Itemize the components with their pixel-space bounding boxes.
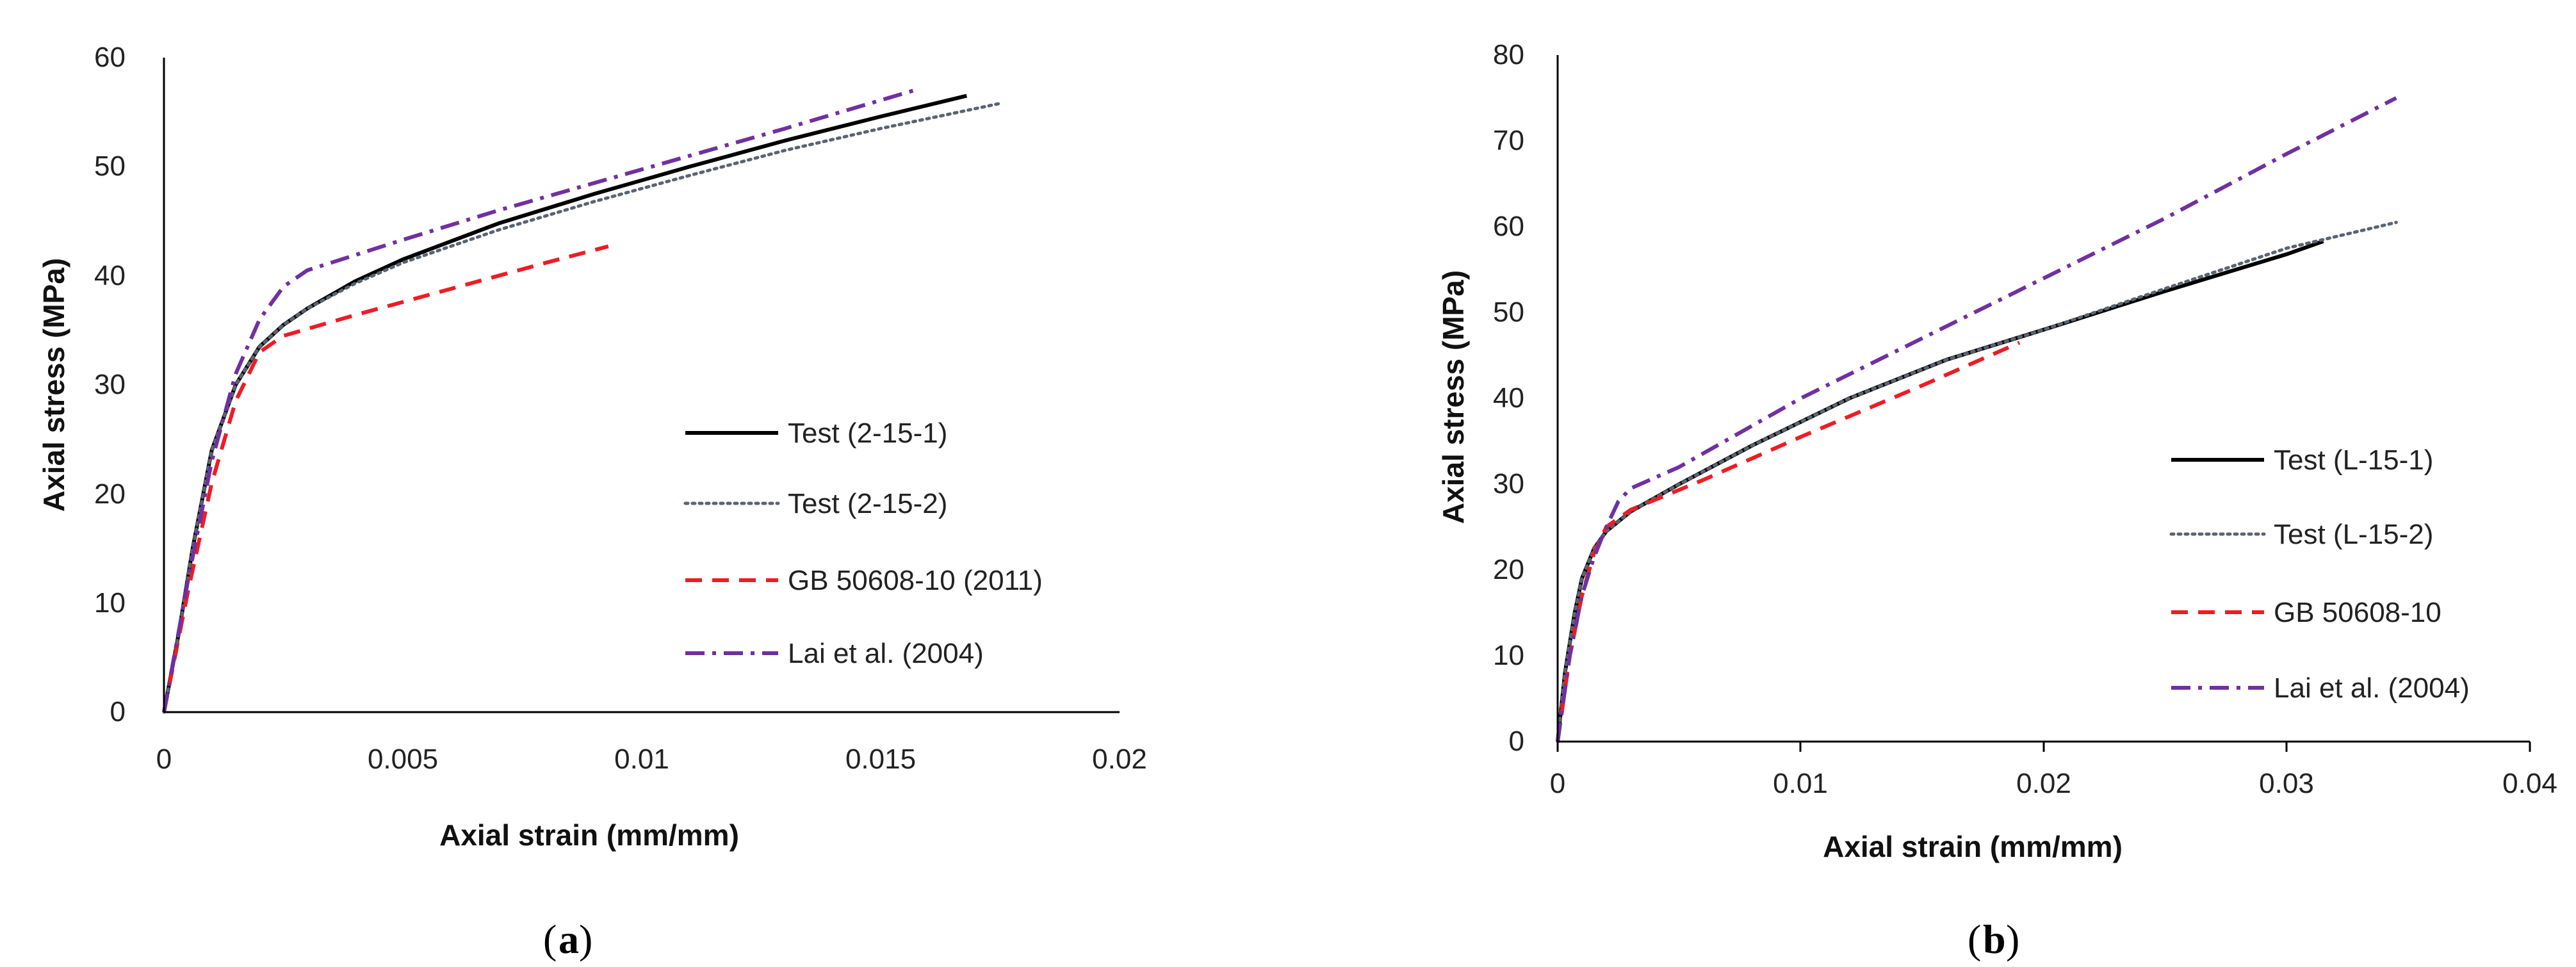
chart-a-series-gb-50608-10-2011	[162, 244, 609, 713]
chart-b-y-ticks: 0 10 20 30 40 50 60 70 80	[1493, 39, 1524, 757]
panel-caption-b: ( b )	[1968, 916, 2019, 962]
legend-label-lai-2004: Lai et al. (2004)	[788, 638, 984, 669]
caption-letter-b: b	[1983, 916, 2006, 962]
legend-label-test-2-15-1: Test (2-15-1)	[788, 418, 947, 449]
chart-b-ytick-label: 60	[1493, 211, 1524, 242]
chart-b: 0 10 20 30 40 50 60 70 80 0 0.01 0.02 0.…	[1437, 39, 2557, 962]
chart-b-series-gb-50608-10	[1556, 341, 2021, 742]
chart-b-xtick-label: 0.02	[2016, 768, 2071, 799]
chart-b-x-axis-title: Axial strain (mm/mm)	[1823, 830, 2123, 863]
chart-b-ytick-label: 70	[1493, 125, 1524, 156]
legend-label-test-2-15-2: Test (2-15-2)	[788, 488, 947, 519]
chart-a-ytick-label: 50	[94, 150, 126, 182]
chart-b-xtick-label: 0.04	[2502, 768, 2557, 799]
chart-a-ytick-label: 30	[94, 369, 126, 400]
chart-b-ytick-label: 50	[1493, 297, 1524, 328]
chart-b-series-layer	[1556, 96, 2398, 744]
chart-b-ytick-label: 80	[1493, 39, 1524, 70]
chart-b-x-ticks: 0 0.01 0.02 0.03 0.04	[1550, 768, 2557, 799]
chart-a-ytick-label: 20	[94, 478, 126, 510]
chart-a-xtick-label: 0.015	[845, 744, 916, 775]
chart-b-ytick-label: 10	[1493, 640, 1524, 671]
chart-a-x-ticks: 0 0.005 0.01 0.015 0.02	[156, 744, 1147, 775]
chart-a-x-axis-title: Axial strain (mm/mm)	[439, 818, 739, 852]
caption-close-paren: )	[579, 916, 592, 962]
chart-a-ytick-label: 60	[94, 42, 126, 73]
chart-a-series-test-2-15-1	[162, 93, 968, 713]
chart-b-x-tick-marks	[1556, 742, 2531, 752]
legend-label-gb-50608-10-2011: GB 50608-10 (2011)	[788, 565, 1043, 596]
chart-a-xtick-label: 0.005	[368, 744, 438, 775]
caption-open-paren: (	[1968, 916, 1981, 962]
chart-a-xtick-label: 0.01	[614, 744, 669, 775]
chart-a-xtick-label: 0	[156, 744, 172, 775]
chart-a: 0 10 20 30 40 50 60 0 0.005 0.01 0.015 0…	[37, 42, 1147, 962]
chart-a-ytick-label: 0	[110, 696, 126, 727]
chart-b-ytick-label: 20	[1493, 554, 1524, 585]
chart-a-legend: Test (2-15-1) Test (2-15-2) GB 50608-10 …	[683, 418, 1043, 669]
chart-a-series-lai-et-al-2004	[162, 88, 915, 713]
chart-b-y-axis-title: Axial stress (MPa)	[1437, 270, 1470, 524]
legend-label-test-l-15-1: Test (L-15-1)	[2274, 444, 2433, 476]
chart-a-series-test-2-15-2	[162, 102, 1002, 714]
legend-label-test-l-15-2: Test (L-15-2)	[2274, 519, 2433, 550]
chart-a-ytick-label: 40	[94, 260, 126, 291]
chart-b-xtick-label: 0	[1550, 768, 1565, 799]
chart-b-xtick-label: 0.01	[1773, 768, 1828, 799]
chart-a-y-axis-title: Axial stress (MPa)	[37, 258, 70, 512]
chart-a-ytick-label: 10	[94, 587, 126, 619]
chart-b-xtick-label: 0.03	[2259, 768, 2314, 799]
caption-open-paren: (	[543, 916, 557, 962]
chart-a-series-layer	[162, 88, 1002, 714]
caption-close-paren: )	[2006, 916, 2019, 962]
chart-a-y-ticks: 0 10 20 30 40 50 60	[94, 42, 126, 727]
chart-b-series-test-l-15-2	[1556, 220, 2398, 744]
panel-caption-a: ( a )	[543, 916, 592, 962]
caption-letter-a: a	[558, 916, 579, 962]
chart-b-legend: Test (L-15-1) Test (L-15-2) GB 50608-10 …	[2169, 444, 2470, 704]
chart-b-series-lai-et-al-2004	[1556, 96, 2397, 742]
legend-label-gb-50608-10: GB 50608-10	[2274, 597, 2441, 628]
legend-label-lai-2004-b: Lai et al. (2004)	[2274, 672, 2470, 704]
chart-b-ytick-label: 30	[1493, 468, 1524, 500]
chart-b-ytick-label: 0	[1509, 726, 1524, 757]
chart-a-xtick-label: 0.02	[1092, 744, 1147, 775]
chart-b-ytick-label: 40	[1493, 382, 1524, 414]
